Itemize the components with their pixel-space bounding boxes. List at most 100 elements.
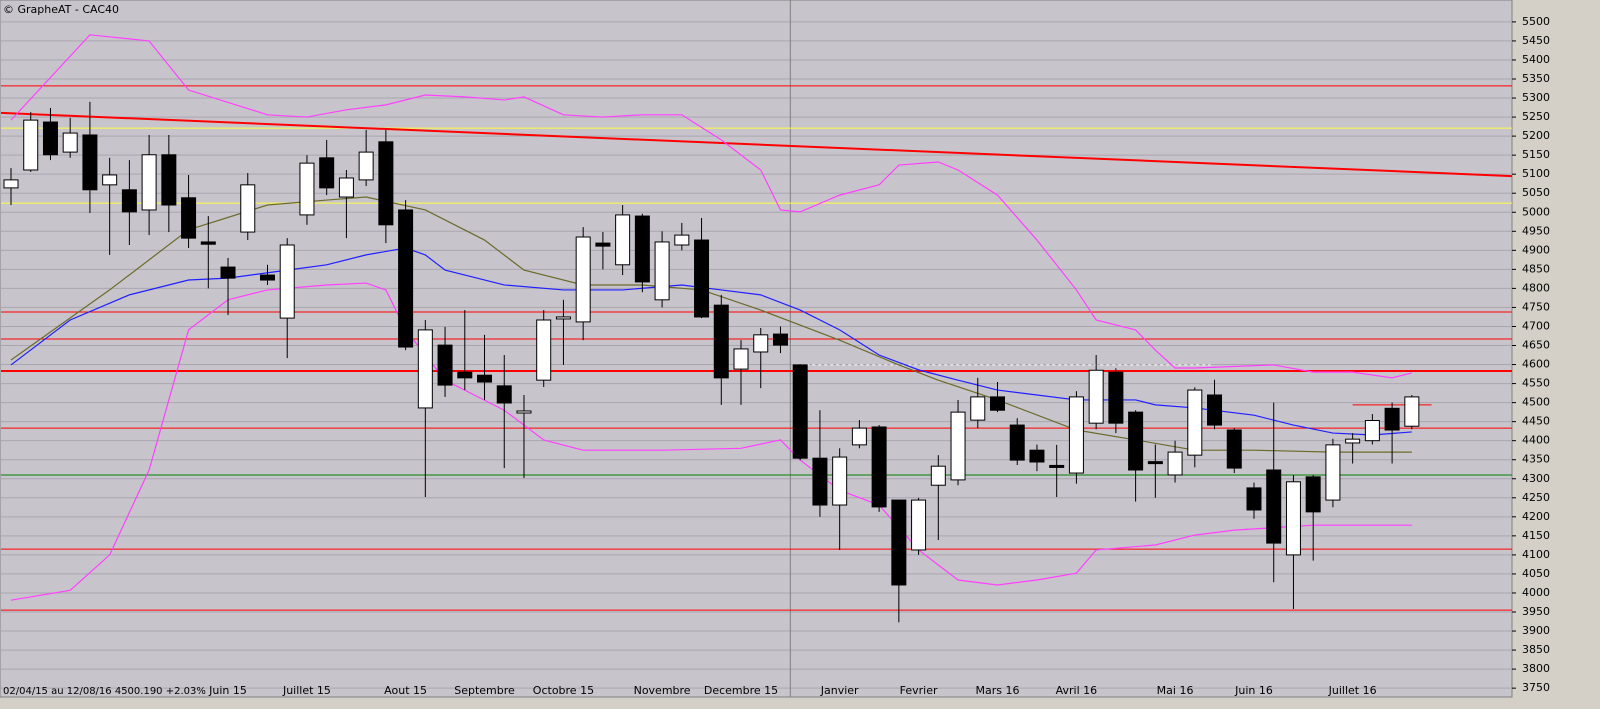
- y-tick-label: 4800: [1522, 281, 1550, 294]
- candle-body: [220, 266, 236, 279]
- candle-body: [279, 244, 295, 319]
- y-tick-label: 4000: [1522, 586, 1550, 599]
- candle-body: [1147, 461, 1163, 465]
- x-tick-label: Aout 15: [384, 684, 427, 697]
- candle-body: [1029, 449, 1045, 463]
- candle-body: [832, 456, 848, 506]
- candle-body: [358, 151, 374, 181]
- y-tick-label: 5200: [1522, 129, 1550, 142]
- candle-body: [1049, 464, 1065, 468]
- candle-body: [1088, 369, 1104, 424]
- candle-body: [1285, 481, 1301, 556]
- candle-body: [1404, 396, 1420, 427]
- candle-body: [1187, 389, 1203, 456]
- candle-body: [615, 214, 631, 266]
- candle-body: [1364, 420, 1380, 442]
- candle-body: [970, 396, 986, 421]
- y-tick-label: 4150: [1522, 529, 1550, 542]
- candle-body: [82, 134, 98, 191]
- candle-body: [62, 132, 78, 153]
- candle-body: [1384, 407, 1400, 431]
- y-tick-label: 5300: [1522, 91, 1550, 104]
- candle-body: [496, 385, 512, 404]
- candle-body: [1305, 476, 1321, 513]
- candle-body: [733, 348, 749, 370]
- y-tick-label: 3800: [1522, 662, 1550, 675]
- candle-body: [437, 344, 453, 386]
- x-tick-label: Juin 16: [1234, 684, 1273, 697]
- labels: 3750 3800 3850 3900 3950 4000 4050 4100 4150 4200…: [208, 15, 1550, 697]
- y-tick-label: 5150: [1522, 148, 1550, 161]
- candle-body: [536, 319, 552, 381]
- candle-body: [319, 157, 335, 189]
- y-tick-label: 4350: [1522, 453, 1550, 466]
- y-tick-label: 4100: [1522, 548, 1550, 561]
- y-tick-label: 5000: [1522, 205, 1550, 218]
- candle-body: [1226, 429, 1242, 469]
- y-tick-label: 4400: [1522, 434, 1550, 447]
- candle-body: [634, 215, 650, 283]
- candle-body: [930, 465, 946, 486]
- candle-body: [1325, 444, 1341, 501]
- candle-body: [259, 274, 275, 281]
- grid: [1, 0, 1512, 697]
- y-tick-label: 5500: [1522, 15, 1550, 28]
- x-tick-label: Juillet 15: [282, 684, 331, 697]
- y-tick-label: 5100: [1522, 167, 1550, 180]
- candle-body: [753, 334, 769, 353]
- y-tick-label: 4200: [1522, 510, 1550, 523]
- candle-body: [378, 141, 394, 226]
- candle-body: [3, 179, 19, 189]
- candle-body: [42, 121, 58, 156]
- candle-body: [772, 333, 788, 346]
- y-tick-label: 4900: [1522, 243, 1550, 256]
- candle-body: [891, 499, 907, 586]
- footer-text: 02/04/15 au 12/08/16 4500.190 +2.03%: [3, 686, 206, 697]
- y-tick-label: 4850: [1522, 262, 1550, 275]
- candle-body: [1207, 394, 1223, 426]
- y-tick-label: 4650: [1522, 339, 1550, 352]
- candle-body: [1167, 451, 1183, 476]
- y-tick-label: 5050: [1522, 186, 1550, 199]
- x-tick-label: Novembre: [634, 684, 691, 697]
- candle-body: [1266, 469, 1282, 544]
- candle-body: [595, 242, 611, 247]
- x-tick-label: Mars 16: [976, 684, 1020, 697]
- chart-title: © GrapheAT - CAC40: [3, 3, 119, 16]
- y-tick-label: 3850: [1522, 643, 1550, 656]
- candle-body: [851, 427, 867, 446]
- candle-body: [674, 234, 690, 246]
- y-tick-label: 3900: [1522, 624, 1550, 637]
- trend-segment: [0, 111, 1513, 178]
- candle-body: [911, 499, 927, 551]
- candle-body: [181, 197, 197, 239]
- x-tick-label: Janvier: [820, 684, 859, 697]
- candle-body: [812, 457, 828, 506]
- candle-body: [121, 189, 137, 213]
- candle-body: [871, 426, 887, 508]
- candle-body: [240, 184, 256, 233]
- x-tick-label: Mai 16: [1157, 684, 1194, 697]
- candle-body: [141, 154, 157, 211]
- candle-body: [1068, 396, 1084, 474]
- candle-body: [990, 396, 1005, 411]
- y-tick-label: 5450: [1522, 34, 1550, 47]
- candle-body: [417, 329, 433, 409]
- candle-body: [477, 374, 493, 383]
- candle-body: [713, 304, 729, 379]
- y-tick-label: 4550: [1522, 377, 1550, 390]
- candle-body: [516, 410, 532, 414]
- y-tick-label: 5250: [1522, 110, 1550, 123]
- candle-body: [23, 119, 39, 171]
- overlay-line: [10, 34, 1412, 379]
- candle-body: [575, 236, 591, 323]
- overlay-line: [10, 282, 1412, 601]
- candle-body: [694, 239, 710, 318]
- candle-body: [200, 241, 216, 245]
- x-tick-label: Juin 15: [208, 684, 247, 697]
- candle-body: [338, 177, 354, 198]
- candle-body: [161, 154, 177, 206]
- x-tick-label: Juillet 16: [1328, 684, 1377, 697]
- overlay-line: [10, 247, 1412, 436]
